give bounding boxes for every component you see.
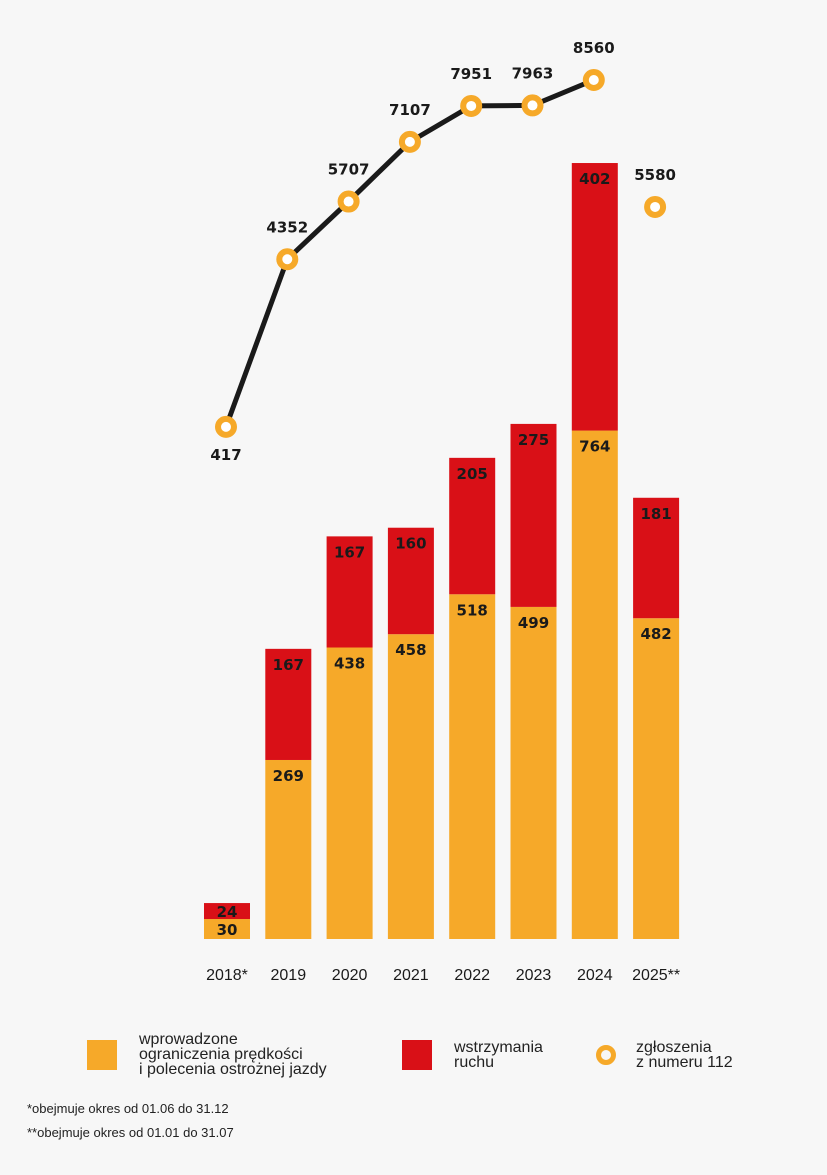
bar-traffic-stops [571, 163, 618, 431]
x-tick-label: 2022 [454, 967, 490, 984]
bar-traffic-stops [633, 497, 680, 619]
x-axis: 2018* 2019 2020 2021 2022 2023 2024 2025** [206, 967, 680, 984]
bar-speed-limits [633, 618, 680, 939]
legend-swatch-orange [87, 1039, 117, 1070]
x-tick-label: 2024 [577, 967, 613, 984]
point-label-112-reports: 5580 [634, 166, 676, 184]
bar-traffic-stops [204, 903, 250, 920]
point-112-reports [521, 94, 544, 117]
bar-speed-limits [449, 594, 496, 939]
bar-speed-limits [265, 759, 312, 939]
bar-label-speed-limits: 269 [273, 767, 304, 785]
bar-label-speed-limits: 499 [518, 614, 549, 632]
bar-speed-limits [204, 919, 250, 939]
point-label-112-reports: 8560 [573, 39, 615, 57]
legend-item-traffic-stops: wstrzymania ruchu [402, 1039, 543, 1071]
point-label-112-reports: 5707 [328, 161, 370, 179]
point-label-112-reports: 7963 [512, 64, 554, 82]
bar-label-speed-limits: 764 [579, 438, 610, 456]
bars-layer [204, 163, 680, 939]
x-tick-label: 2018* [206, 967, 248, 984]
bar-label-traffic-stops: 402 [579, 170, 610, 188]
bar-label-traffic-stops: 205 [457, 465, 488, 483]
point-label-112-reports: 417 [210, 446, 241, 464]
x-tick-label: 2025** [632, 967, 680, 984]
bar-label-speed-limits: 458 [395, 641, 426, 659]
bar-speed-limits [326, 647, 373, 939]
legend-label-speed-limits: wprowadzone ograniczenia prędkości i pol… [139, 1031, 327, 1078]
bar-label-traffic-stops: 275 [518, 431, 549, 449]
bar-label-traffic-stops: 160 [395, 535, 426, 553]
point-label-112-reports: 4352 [266, 218, 308, 236]
point-112-reports [337, 190, 360, 213]
bar-traffic-stops [510, 423, 557, 607]
point-112-reports [582, 69, 605, 91]
x-tick-label: 2021 [393, 967, 429, 984]
bar-label-traffic-stops: 167 [334, 543, 365, 561]
bar-label-traffic-stops: 181 [640, 505, 671, 523]
legend-label-112-reports: zgłoszenia z numeru 112 [636, 1039, 733, 1071]
bar-label-speed-limits: 438 [334, 655, 365, 673]
bar-speed-limits [387, 634, 434, 939]
x-tick-label: 2023 [516, 967, 552, 984]
point-112-reports [276, 248, 299, 271]
bar-speed-limits [571, 430, 618, 939]
bar-traffic-stops [449, 457, 496, 595]
bar-traffic-stops [387, 527, 434, 635]
point-112-reports [215, 415, 237, 438]
legend-item-112-reports: zgłoszenia z numeru 112 [596, 1039, 733, 1071]
x-tick-label: 2019 [271, 967, 307, 984]
legend-label-traffic-stops: wstrzymania ruchu [454, 1039, 543, 1071]
point-112-reports [398, 130, 421, 153]
legend-circle-icon [596, 1045, 616, 1065]
legend-item-speed-limits: wprowadzone ograniczenia prędkości i pol… [87, 1031, 327, 1078]
line-layer [215, 69, 667, 438]
bar-label-traffic-stops: 167 [273, 656, 304, 674]
footnote-2018: *obejmuje okres od 01.06 do 31.12 [27, 1101, 229, 1116]
legend-swatch-red [402, 1040, 432, 1070]
point-112-reports [460, 94, 483, 117]
bar-speed-limits [510, 606, 557, 939]
point-label-112-reports: 7107 [389, 101, 431, 119]
bar-traffic-stops [265, 648, 312, 760]
x-tick-label: 2020 [332, 967, 368, 984]
bar-label-speed-limits: 482 [640, 625, 671, 643]
footnote-2025: **obejmuje okres od 01.01 do 31.07 [27, 1125, 234, 1140]
bar-label-speed-limits: 518 [457, 601, 488, 619]
point-label-112-reports: 7951 [450, 65, 492, 83]
bar-label-speed-limits: 30 [217, 921, 238, 939]
point-112-reports [644, 195, 667, 218]
bar-traffic-stops [326, 536, 373, 648]
bar-label-traffic-stops: 24 [217, 903, 238, 921]
